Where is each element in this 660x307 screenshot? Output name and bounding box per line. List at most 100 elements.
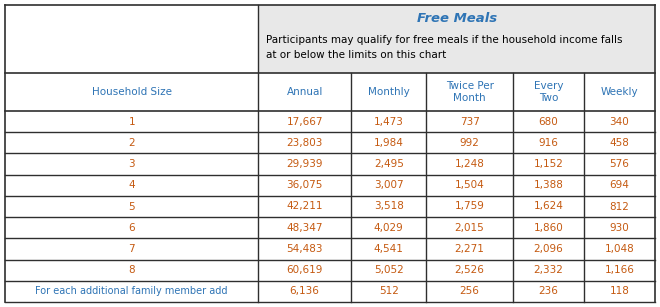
Bar [258,5,655,73]
Bar [258,111,351,132]
Bar [258,238,351,259]
Text: 1,504: 1,504 [455,180,484,190]
Text: 42,211: 42,211 [286,201,323,212]
Bar [351,217,426,238]
Text: 8: 8 [128,265,135,275]
Text: 23,803: 23,803 [286,138,323,148]
Text: 17,667: 17,667 [286,117,323,126]
Bar [258,175,351,196]
Bar [351,132,426,154]
Text: 6: 6 [128,223,135,233]
Bar [584,111,655,132]
Bar [426,154,513,175]
Text: 60,619: 60,619 [286,265,323,275]
Text: Free Meals: Free Meals [416,12,497,25]
Text: 694: 694 [609,180,630,190]
Bar [258,132,351,154]
Text: 29,939: 29,939 [286,159,323,169]
Bar [584,259,655,281]
Bar [584,238,655,259]
Bar [5,259,258,281]
Text: 1,048: 1,048 [605,244,634,254]
Bar [426,132,513,154]
Bar [426,196,513,217]
Text: 992: 992 [459,138,480,148]
Bar [258,259,351,281]
Text: 916: 916 [539,138,558,148]
Bar [584,281,655,302]
Text: 5: 5 [128,201,135,212]
Text: 737: 737 [459,117,480,126]
Bar [258,73,351,111]
Bar [258,217,351,238]
Text: Monthly: Monthly [368,87,410,97]
Text: 48,347: 48,347 [286,223,323,233]
Text: 2,332: 2,332 [533,265,563,275]
Text: 812: 812 [609,201,630,212]
Bar [5,238,258,259]
Bar [584,196,655,217]
Text: Weekly: Weekly [601,87,638,97]
Text: 36,075: 36,075 [286,180,323,190]
Text: 4: 4 [128,180,135,190]
Bar [351,281,426,302]
Text: 118: 118 [609,286,630,296]
Bar [5,132,258,154]
Text: 1,984: 1,984 [374,138,404,148]
Text: 2,096: 2,096 [533,244,563,254]
Text: 1: 1 [128,117,135,126]
Bar [513,73,584,111]
Bar [426,217,513,238]
Bar [351,238,426,259]
Text: 3: 3 [128,159,135,169]
Text: 340: 340 [610,117,629,126]
Text: 236: 236 [539,286,558,296]
Bar [351,73,426,111]
Text: 1,152: 1,152 [533,159,563,169]
Text: 1,473: 1,473 [374,117,404,126]
Text: Household Size: Household Size [92,87,172,97]
Text: 2,526: 2,526 [455,265,484,275]
Bar [513,259,584,281]
Bar [426,259,513,281]
Text: 458: 458 [609,138,630,148]
Text: 1,166: 1,166 [605,265,634,275]
Text: 54,483: 54,483 [286,244,323,254]
Text: 6,136: 6,136 [290,286,319,296]
Text: 1,759: 1,759 [455,201,484,212]
Bar [584,175,655,196]
Bar [5,281,258,302]
Bar [5,5,258,73]
Text: 3,518: 3,518 [374,201,404,212]
Text: 4,029: 4,029 [374,223,404,233]
Text: 1,248: 1,248 [455,159,484,169]
Bar [5,73,258,111]
Bar [584,217,655,238]
Bar [426,73,513,111]
Bar [5,111,258,132]
Bar [513,111,584,132]
Bar [5,175,258,196]
Text: 2,271: 2,271 [455,244,484,254]
Text: 4,541: 4,541 [374,244,404,254]
Bar [513,238,584,259]
Text: 2: 2 [128,138,135,148]
Text: For each additional family member add: For each additional family member add [36,286,228,296]
Text: 1,388: 1,388 [533,180,563,190]
Text: Annual: Annual [286,87,323,97]
Bar [513,217,584,238]
Text: 7: 7 [128,244,135,254]
Bar [351,175,426,196]
Bar [5,217,258,238]
Bar [513,281,584,302]
Bar [258,154,351,175]
Text: 576: 576 [609,159,630,169]
Bar [513,154,584,175]
Text: 5,052: 5,052 [374,265,404,275]
Bar [351,111,426,132]
Text: 3,007: 3,007 [374,180,403,190]
Bar [584,132,655,154]
Text: 512: 512 [379,286,399,296]
Bar [351,154,426,175]
Bar [5,196,258,217]
